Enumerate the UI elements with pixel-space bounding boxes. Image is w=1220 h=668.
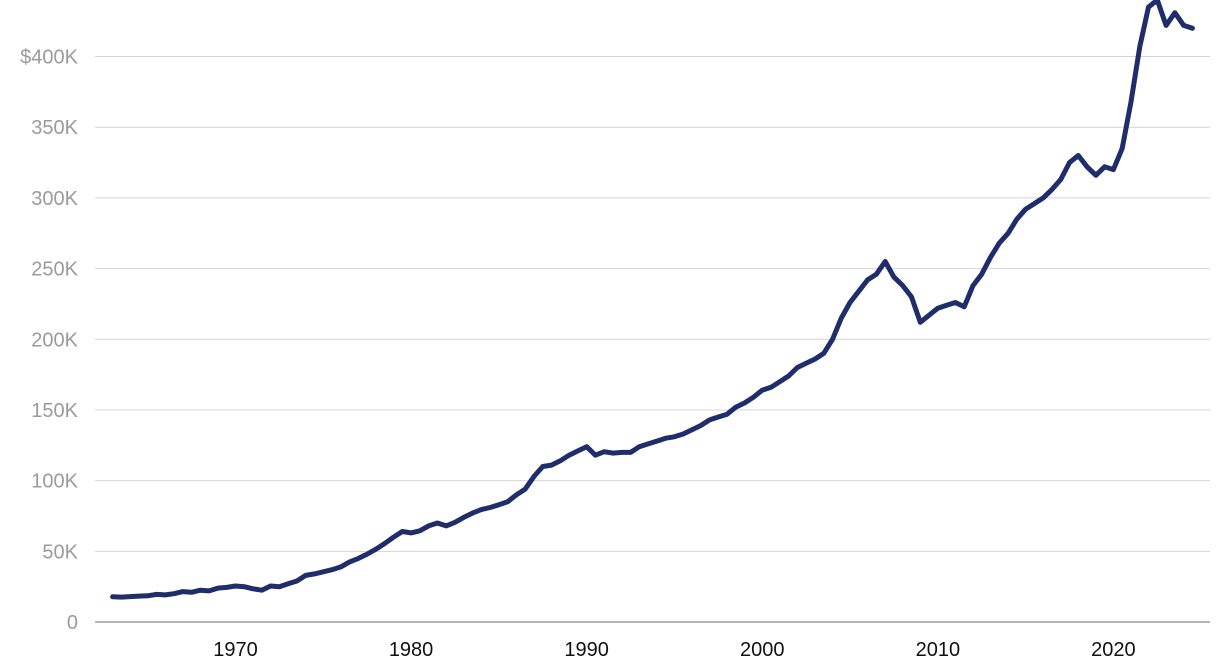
y-tick-label: $400K [20, 47, 78, 69]
y-tick-label: 350K [31, 117, 78, 139]
x-tick-label: 1970 [213, 639, 258, 661]
x-tick-label: 1990 [564, 639, 609, 661]
y-tick-label: 50K [42, 541, 78, 563]
y-tick-label: 250K [31, 259, 78, 281]
y-tick-label: 0 [67, 612, 78, 634]
gridlines [95, 56, 1210, 552]
x-tick-label: 2010 [916, 639, 961, 661]
series-line [110, 0, 1195, 600]
y-tick-label: 200K [31, 329, 78, 351]
y-tick-label: 150K [31, 400, 78, 422]
x-tick-label: 1980 [389, 639, 434, 661]
y-tick-label: 100K [31, 471, 78, 493]
y-axis: 0 50K 100K 150K 200K 250K 300K 350K $400K [20, 47, 78, 634]
x-tick-label: 2020 [1091, 639, 1136, 661]
x-tick-label: 2000 [740, 639, 785, 661]
x-axis: 1970 1980 1990 2000 2010 2020 [213, 639, 1135, 661]
y-tick-label: 300K [31, 188, 78, 210]
